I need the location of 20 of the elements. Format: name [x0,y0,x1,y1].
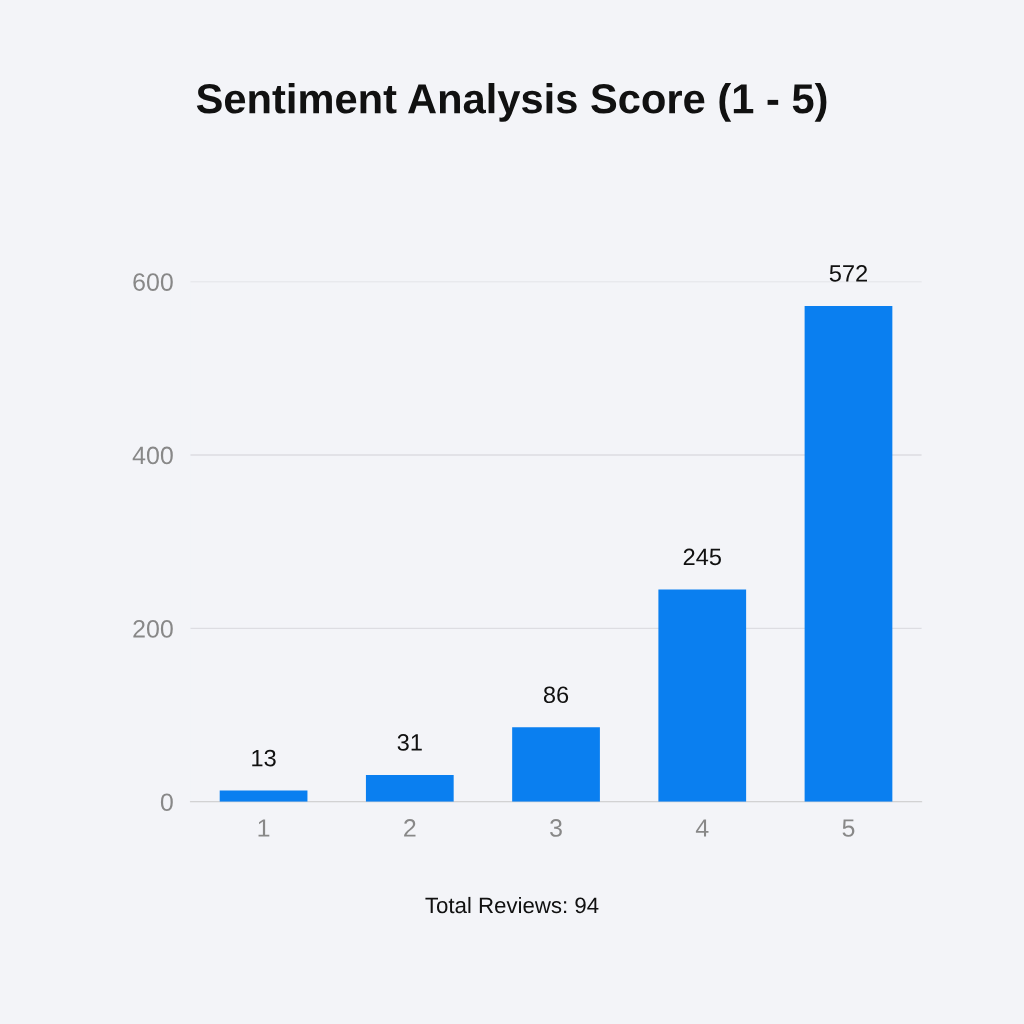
y-tick-label: 400 [132,446,173,465]
y-tick-label: 0 [160,793,173,812]
data-label: 572 [829,265,867,282]
bar [804,305,893,802]
x-tick-label: 1 [258,819,270,837]
y-tick-label: 600 [133,273,173,291]
text: Total Reviews: 94 [425,896,599,914]
x-tick-label: 3 [550,819,562,837]
x-tick-label: 4 [695,819,709,837]
bar [658,589,747,802]
chart-title: Sentiment Analysis Score (1 - 5) [196,82,827,122]
x-tick-label: 2 [404,819,416,837]
data-label: 245 [683,548,721,566]
data-label: 86 [543,686,569,704]
bar [365,774,454,802]
data-label: 13 [252,749,276,767]
bar [512,727,600,802]
x-tick-label: 5 [842,819,855,837]
data-label: 31 [397,734,422,751]
y-tick-label: 200 [133,620,173,638]
